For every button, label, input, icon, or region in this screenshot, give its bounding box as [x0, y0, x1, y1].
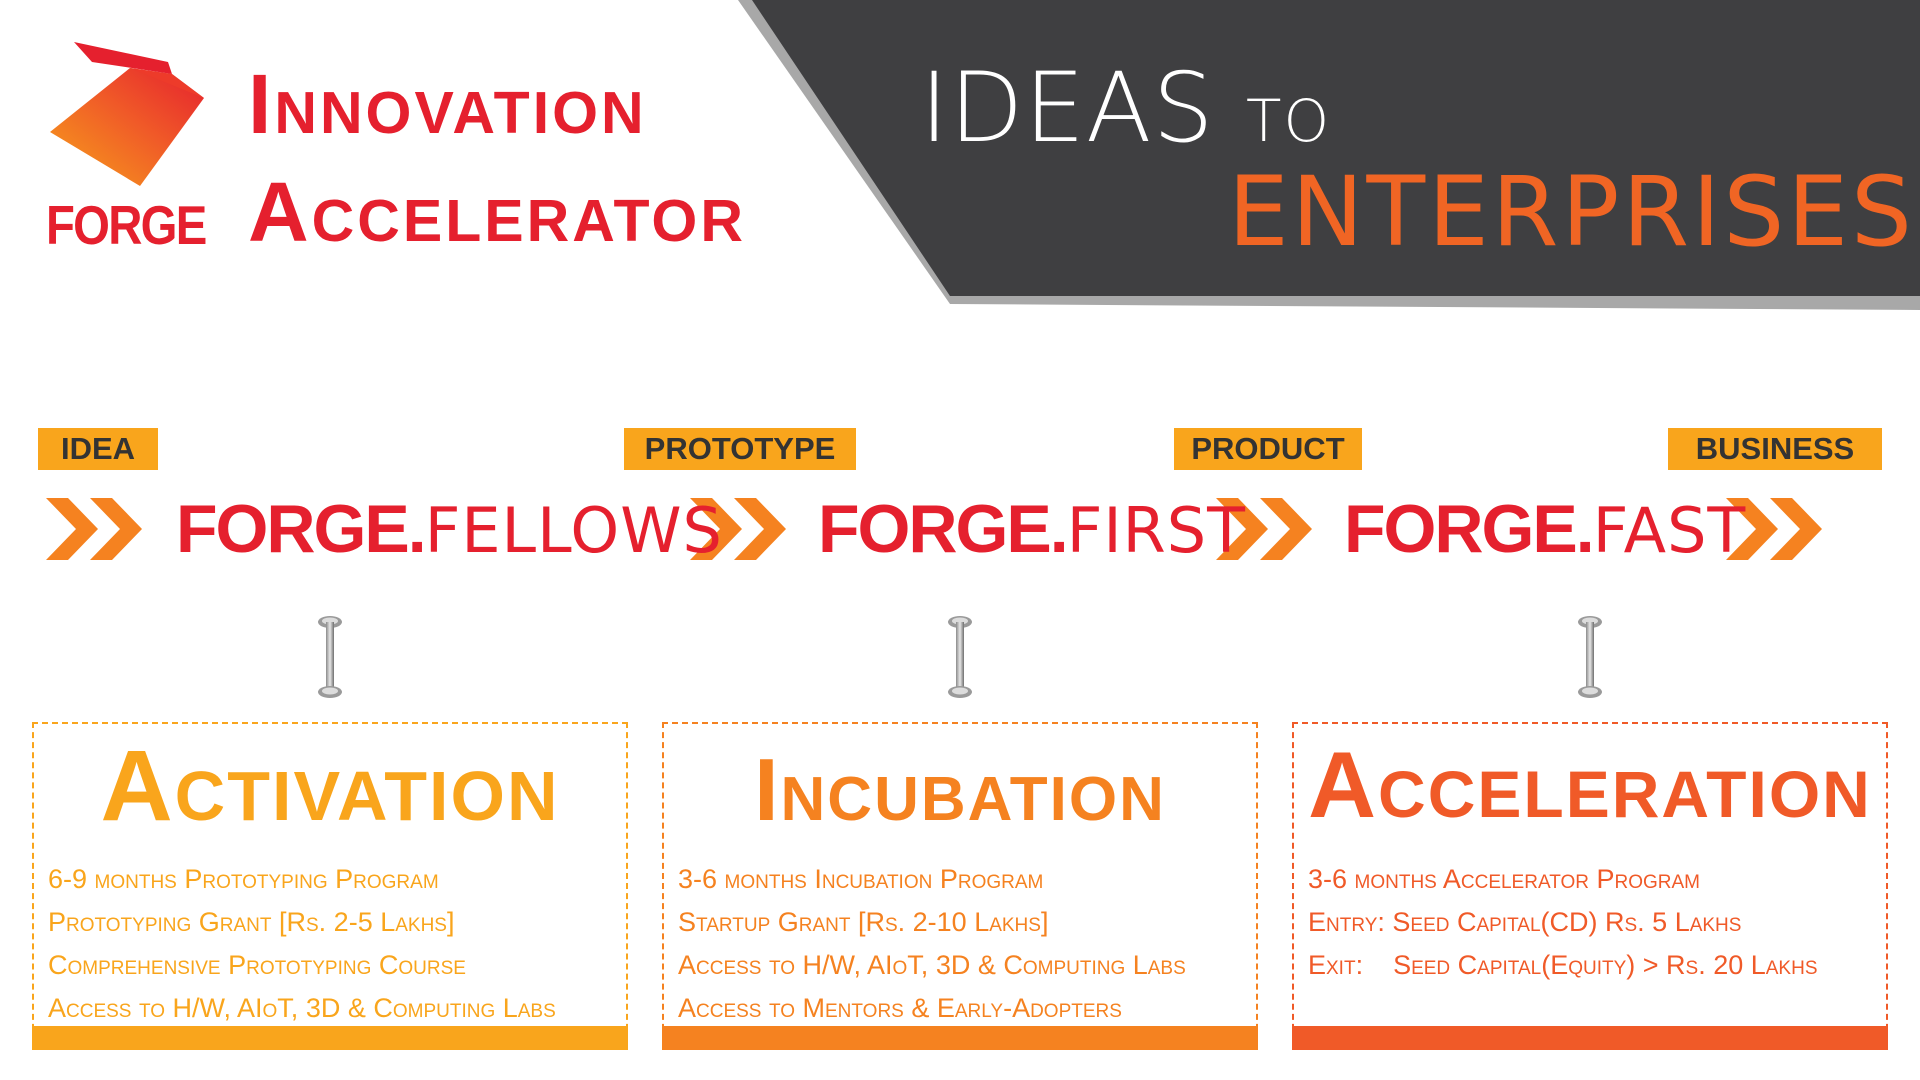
double-chevron-right-icon: [1726, 498, 1822, 560]
forge-logo-mark-icon: [50, 42, 204, 186]
program-brand: FORGE.: [818, 491, 1069, 567]
phase-title: Acceleration: [1308, 732, 1872, 837]
list-item: Entry: Seed Capital(CD) Rs. 5 Lakhs: [1308, 907, 1742, 937]
program-forge-fast: FORGE.FAST: [1344, 495, 1746, 563]
list-item: 6-9 months Prototyping Program: [48, 864, 439, 894]
list-item: 3-6 months Incubation Program: [678, 864, 1044, 894]
stage-label-idea: IDEA: [38, 428, 158, 470]
phase-title: Activation: [100, 730, 560, 842]
tagline-banner: [738, 0, 1920, 310]
connector-pin-icon: [1578, 616, 1602, 698]
tagline-ideas-to: IDEAS TO: [920, 60, 1331, 156]
double-chevron-right-icon: [1216, 498, 1312, 560]
list-item: 3-6 months Accelerator Program: [1308, 864, 1700, 894]
double-chevron-right-icon: [46, 498, 142, 560]
tagline-word-enterprises: ENTERPRISES: [1228, 156, 1915, 268]
list-item: Comprehensive Prototyping Course: [48, 950, 466, 980]
phase-box-acceleration: Acceleration 3-6 months Accelerator Prog…: [1292, 722, 1888, 1050]
program-brand: FORGE.: [176, 491, 427, 567]
title-accelerator: Accelerator: [248, 165, 746, 259]
connector-pin-icon: [948, 616, 972, 698]
phase-box-incubation: Incubation 3-6 months Incubation Program…: [662, 722, 1258, 1050]
stage-label-product: PRODUCT: [1174, 428, 1362, 470]
program-forge-fellows: FORGE.FELLOWS: [176, 495, 723, 563]
program-forge-first: FORGE.FIRST: [818, 495, 1246, 563]
phase-title: Incubation: [754, 740, 1166, 839]
list-item: Startup Grant [Rs. 2-10 Lakhs]: [678, 907, 1049, 937]
list-item: Exit: Seed Capital(Equity) > Rs. 20 Lakh…: [1308, 950, 1818, 980]
stage-label-business: BUSINESS: [1668, 428, 1882, 470]
list-item: Prototyping Grant [Rs. 2-5 Lakhs]: [48, 907, 455, 937]
program-brand: FORGE.: [1344, 491, 1595, 567]
stage-label-prototype: PROTOTYPE: [624, 428, 856, 470]
phase-color-bar: [662, 1026, 1258, 1050]
forge-logo: FORGE: [44, 40, 208, 256]
list-item: Access to H/W, AIoT, 3D & Computing Labs: [678, 950, 1186, 980]
tagline-word-ideas: IDEAS: [920, 52, 1215, 164]
double-chevron-right-icon: [690, 498, 786, 560]
phase-features: 3-6 months Incubation Program Startup Gr…: [678, 858, 1186, 1030]
program-name: FIRST: [1066, 494, 1246, 567]
phase-color-bar: [32, 1026, 628, 1050]
phase-box-activation: Activation 6-9 months Prototyping Progra…: [32, 722, 628, 1050]
logo-wordmark: FORGE: [46, 194, 207, 256]
phase-features: 6-9 months Prototyping Program Prototypi…: [48, 858, 556, 1030]
list-item: Access to Mentors & Early-Adopters: [678, 993, 1122, 1023]
phase-color-bar: [1292, 1026, 1888, 1050]
connector-pin-icon: [318, 616, 342, 698]
list-item: Access to H/W, AIoT, 3D & Computing Labs: [48, 993, 556, 1023]
phase-features: 3-6 months Accelerator Program Entry: Se…: [1308, 858, 1818, 987]
program-name: FELLOWS: [424, 494, 723, 567]
tagline-word-to: TO: [1246, 87, 1332, 155]
title-innovation: Innovation: [248, 57, 647, 151]
program-name: FAST: [1592, 494, 1747, 567]
